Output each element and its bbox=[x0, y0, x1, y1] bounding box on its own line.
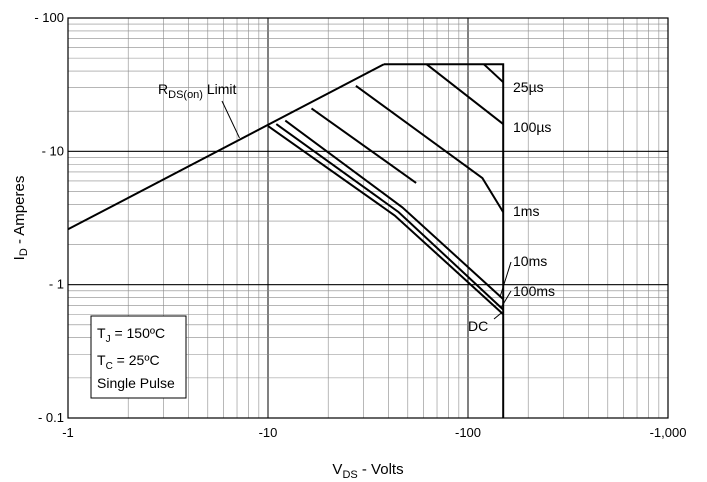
x-tick-label: -1,000 bbox=[650, 425, 687, 440]
x-axis-title: VDS - Volts bbox=[332, 461, 403, 481]
label-100ms: 100ms bbox=[513, 283, 555, 299]
dc-leader bbox=[493, 311, 503, 320]
x-tick-label: -10 bbox=[259, 425, 278, 440]
x-tick-label: -100 bbox=[455, 425, 481, 440]
conditions-box bbox=[90, 315, 187, 399]
series-line-100ms bbox=[275, 123, 504, 311]
label-100us: 100µs bbox=[513, 119, 551, 135]
y-axis-title: ID - Amperes bbox=[11, 176, 30, 261]
rds-leader bbox=[221, 100, 240, 139]
series-line-segment bbox=[310, 107, 417, 184]
label-1ms: 1ms bbox=[513, 203, 539, 219]
y-tick-label: - 10 bbox=[42, 143, 64, 158]
y-tick-label: - 1 bbox=[49, 277, 64, 292]
y-tick-label: - 0.1 bbox=[38, 410, 64, 425]
x-axis-title-sub: DS bbox=[342, 469, 357, 481]
100ms-leader bbox=[501, 290, 512, 308]
y-tick-label: - 100 bbox=[34, 10, 64, 25]
grid bbox=[67, 17, 669, 419]
condition-tj: TJ = 150ºC bbox=[97, 325, 165, 345]
series-line-1ms bbox=[355, 84, 505, 213]
series-lines bbox=[67, 63, 505, 418]
condition-tc: TC = 25ºC bbox=[97, 352, 160, 372]
label-25us: 25µs bbox=[513, 79, 544, 95]
y-axis-title-sub: D bbox=[18, 248, 30, 256]
tick-labels: -1 -10 -100 -1,000 - 0.1 - 1 - 10 - 100 bbox=[34, 10, 686, 440]
leader-lines bbox=[221, 100, 512, 320]
10ms-leader bbox=[499, 261, 512, 297]
label-rds-limit: RDS(on) Limit bbox=[158, 81, 237, 101]
series-line-10ms bbox=[284, 119, 504, 300]
series-line-100-s bbox=[425, 63, 504, 125]
x-tick-label: -1 bbox=[62, 425, 74, 440]
plot-frame bbox=[67, 17, 669, 419]
series-line-dc bbox=[267, 125, 504, 315]
label-dc: DC bbox=[468, 318, 488, 334]
series-line-rds-on-limit bbox=[67, 63, 385, 231]
condition-pulse: Single Pulse bbox=[97, 375, 175, 391]
series-line-segment bbox=[483, 63, 504, 83]
label-10ms: 10ms bbox=[513, 253, 547, 269]
series-line-25-s bbox=[384, 63, 505, 418]
